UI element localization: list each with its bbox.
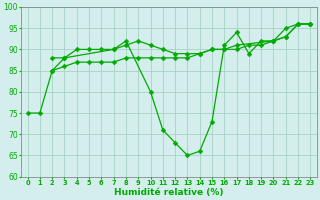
X-axis label: Humidité relative (%): Humidité relative (%) xyxy=(114,188,224,197)
